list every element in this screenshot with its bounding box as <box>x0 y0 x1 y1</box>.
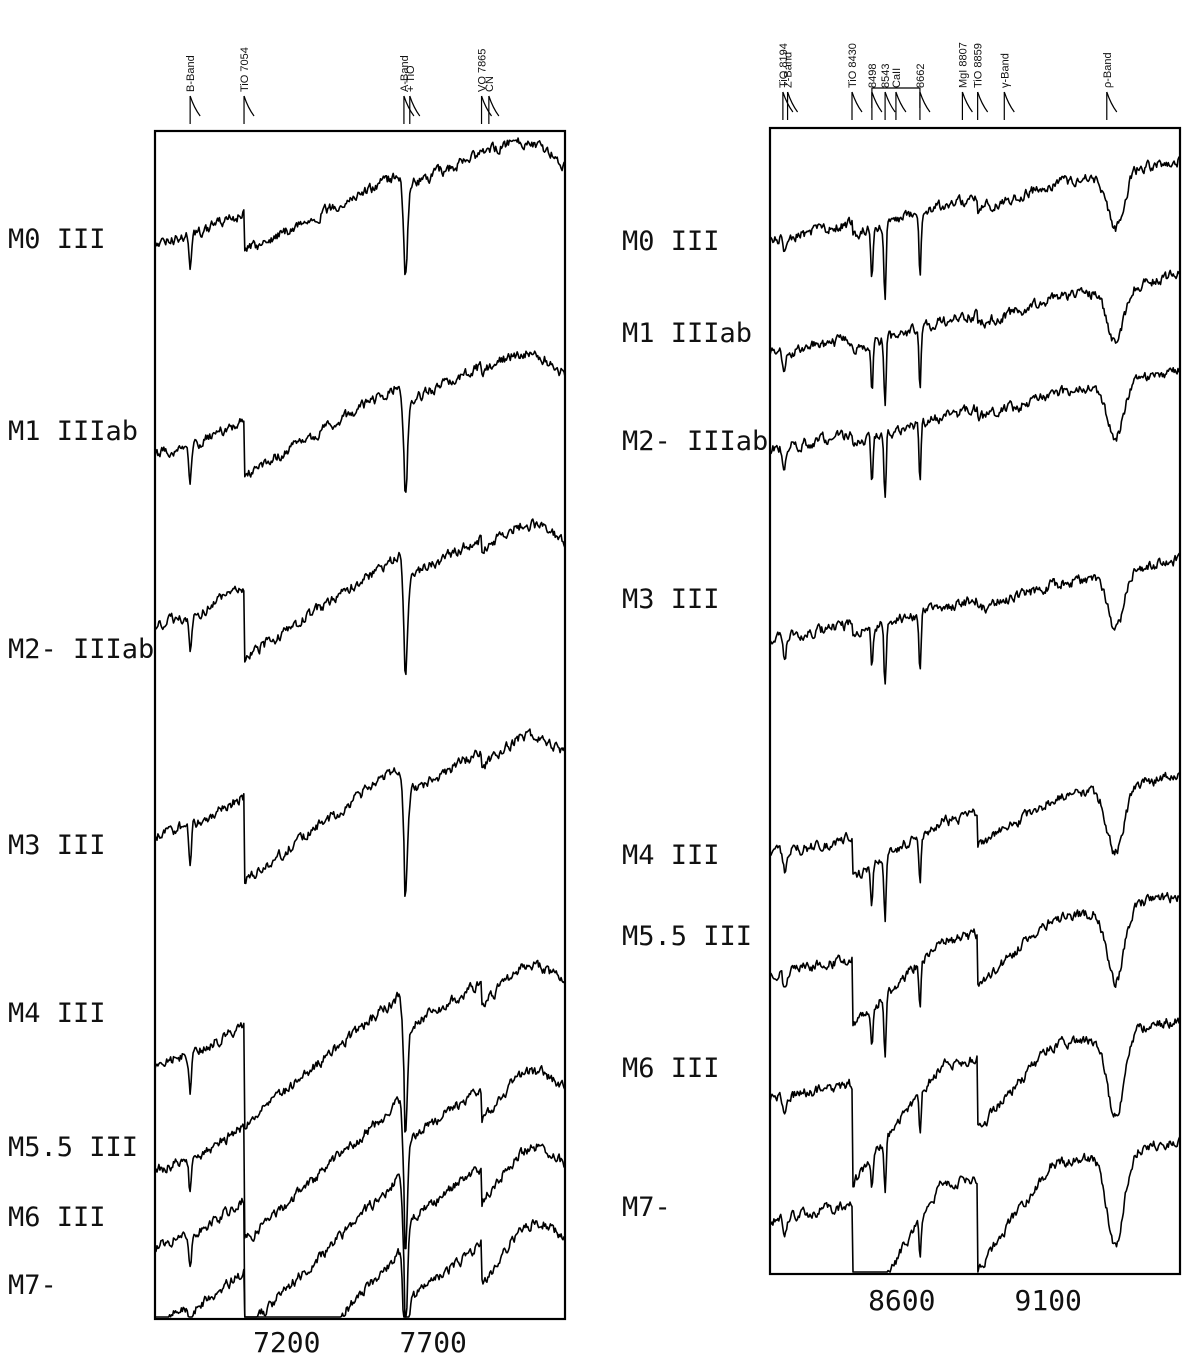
left-feature-label: B-Band <box>185 55 197 92</box>
left-spectrum-m2-iiiab <box>154 518 566 676</box>
left-spectrum-m0-iii <box>154 137 566 276</box>
left-feature-a-band-2: A-Band <box>399 55 415 124</box>
right-spectrum-m5-5-iii <box>769 891 1181 1058</box>
right-label-m6-iii: M6 III <box>622 1053 720 1084</box>
right-plot-frame <box>768 126 1182 1276</box>
right-feature-label: TiO 8194 <box>778 43 790 88</box>
right-feature-band-10: ρ-Band <box>1102 52 1118 120</box>
right-feature-hook <box>977 91 989 113</box>
right-spectrum-m2-iiiab <box>769 367 1181 498</box>
right-label-m5-5-iii: M5.5 III <box>622 921 752 952</box>
right-label-m1-iiiab: M1 IIIab <box>622 318 752 349</box>
left-plot-frame <box>153 129 567 1321</box>
left-spectrum-m1-iiiab <box>154 350 566 493</box>
left-xtick-7200: 7200 <box>253 1326 320 1359</box>
left-feature-hook <box>189 95 201 117</box>
right-label-m3-iii: M3 III <box>622 584 720 615</box>
right-feature-caii-5: CaII <box>891 68 907 120</box>
right-feature-hook <box>884 91 896 113</box>
right-feature-hook <box>871 91 883 113</box>
right-feature-hook <box>895 91 907 113</box>
left-spectrum-m4-iii <box>154 959 566 1133</box>
right-label-m4-iii: M4 III <box>622 840 720 871</box>
right-spectrum-m1-iiiab <box>769 269 1181 407</box>
right-feature-tio-8430-2: TiO 8430 <box>847 43 863 120</box>
right-feature-hook <box>787 91 799 113</box>
left-feature-hook <box>403 95 415 117</box>
left-spectral-type-labels: M0 III M1 IIIab M2- IIIab M3 III M4 III M5.5 … <box>8 224 154 1301</box>
left-feature-label: A-Band <box>399 55 411 92</box>
left-spectrum-m3-iii <box>154 728 566 897</box>
right-feature-hook <box>851 91 863 113</box>
right-spectrum-m3-iii <box>769 552 1181 685</box>
left-feature-cn-5: CN <box>484 76 500 124</box>
right-feature-hook <box>919 91 931 113</box>
left-label-m1-iiiab: M1 IIIab <box>8 416 138 447</box>
left-spectra-lines <box>154 137 566 1318</box>
left-x-tick-labels: 7200 7700 <box>253 1326 467 1359</box>
left-spectrum-m7 <box>155 1219 566 1318</box>
right-feature-band-9: γ-Band <box>999 53 1015 120</box>
left-label-m3-iii: M3 III <box>8 830 106 861</box>
left-feature-tio-3: + TiO <box>405 65 421 124</box>
right-spectrum-m4-iii <box>769 771 1181 923</box>
right-spectral-type-labels: M0 III M1 IIIab M2- IIIab M3 III M4 III M5.5 … <box>622 226 768 1223</box>
left-feature-label: TiO 7054 <box>239 47 251 92</box>
left-feature-label: + TiO <box>405 65 417 92</box>
right-x-tick-labels: 8600 9100 <box>868 1284 1082 1317</box>
left-feature-tio-7054-1: TiO 7054 <box>239 47 255 124</box>
left-feature-hook <box>243 95 255 117</box>
right-feature-mgi-8807-7: MgI 8807 <box>957 42 973 120</box>
left-spectrum-m5-5-iii <box>154 1065 566 1250</box>
right-spectrum-m7 <box>769 1136 1181 1273</box>
left-label-m5-5-iii: M5.5 III <box>8 1132 138 1163</box>
right-label-m2-iiiab: M2- IIIab <box>622 426 768 457</box>
right-feature-label: MgI 8807 <box>957 42 969 88</box>
left-feature-label: VO 7865 <box>477 49 489 92</box>
right-feature-label: Z-Band <box>783 52 795 88</box>
left-feature-hook <box>488 95 500 117</box>
right-feature-hook <box>961 91 973 113</box>
left-feature-b-band-0: B-Band <box>185 55 201 124</box>
right-feature-hook <box>1003 91 1015 113</box>
right-caii-bracket <box>871 87 921 108</box>
left-spectrum-m6-iii <box>154 1143 566 1318</box>
right-feature-label: ρ-Band <box>1102 52 1114 88</box>
right-feature-z-band-1: Z-Band <box>783 52 799 120</box>
left-label-m4-iii: M4 III <box>8 998 106 1029</box>
left-label-m7: M7- <box>8 1270 57 1301</box>
right-feature-label: 8498 <box>867 64 879 88</box>
left-label-m6-iii: M6 III <box>8 1202 106 1233</box>
right-spectrum-m0-iii <box>769 156 1181 301</box>
left-label-m2-iiiab: M2- IIIab <box>8 634 154 665</box>
left-feature-label: CN <box>484 76 496 92</box>
right-feature-label: 8543 <box>880 64 892 88</box>
right-spectrum-m6-iii <box>769 1017 1181 1194</box>
right-feature-hook <box>1106 91 1118 113</box>
right-xtick-9100: 9100 <box>1014 1284 1081 1317</box>
left-feature-hook <box>480 95 493 117</box>
right-label-m7: M7- <box>622 1192 671 1223</box>
right-xtick-8600: 8600 <box>868 1284 935 1317</box>
left-label-m0-iii: M0 III <box>8 224 106 255</box>
right-feature-label: CaII <box>891 68 903 88</box>
left-feature-hook <box>409 95 421 117</box>
left-feature-vo-7865-4: VO 7865 <box>477 49 493 124</box>
right-feature-8662-6: 8662 <box>915 64 931 120</box>
right-feature-label: TiO 8859 <box>973 43 985 88</box>
left-xtick-7700: 7700 <box>399 1326 466 1359</box>
right-feature-tio-8859-8: TiO 8859 <box>973 43 989 120</box>
right-spectra-lines <box>769 156 1181 1273</box>
right-label-m0-iii: M0 III <box>622 226 720 257</box>
right-feature-label: 8662 <box>915 64 927 88</box>
right-feature-label: TiO 8430 <box>847 43 859 88</box>
right-feature-label: γ-Band <box>999 53 1011 88</box>
right-feature-8543-4: 8543 <box>880 64 896 120</box>
